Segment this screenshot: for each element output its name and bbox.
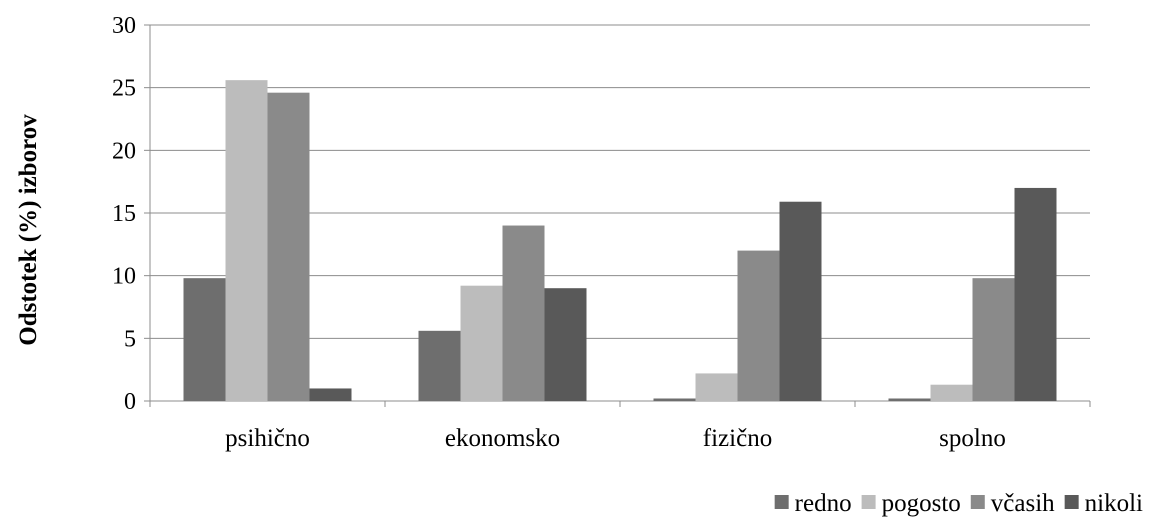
legend-swatch [1064, 495, 1079, 509]
bar-nikoli-spolno [1014, 187, 1057, 401]
bar-nikoli-ekonomsko [544, 288, 587, 401]
y-tick-label: 30 [112, 13, 136, 39]
legend-item-pogosto: pogosto [861, 490, 961, 517]
y-tick-label: 10 [112, 264, 136, 290]
legend: redno pogosto včasih nikoli [774, 490, 1143, 517]
y-tick-label: 25 [112, 76, 136, 102]
x-category-label: psihično [225, 425, 310, 452]
legend-label: nikoli [1085, 490, 1143, 517]
bar-pogosto-spolno [930, 384, 973, 401]
bar-redno-spolno [888, 398, 931, 401]
legend-item-redno: redno [774, 490, 852, 517]
bar-pogosto-ekonomsko [460, 285, 503, 401]
legend-swatch [774, 495, 789, 509]
legend-item-nikoli: nikoli [1064, 490, 1143, 517]
labels: 0 5 10 15 20 25 30 psihično ekonomsko fizično spol… [112, 13, 1006, 452]
x-category-label: fizično [703, 425, 772, 452]
bar-včasih-ekonomsko [502, 225, 545, 401]
x-category-label: spolno [939, 425, 1006, 452]
bar-nikoli-psihično [309, 388, 352, 401]
x-category-label: ekonomsko [445, 425, 560, 452]
bar-pogosto-fizično [695, 373, 738, 401]
legend-swatch [970, 495, 985, 509]
legend-swatch [861, 495, 876, 509]
bar-nikoli-fizično [779, 201, 822, 401]
bar-redno-ekonomsko [418, 330, 461, 401]
y-tick-label: 0 [124, 389, 136, 415]
y-axis-title: Odstotek (%) izborov [15, 114, 42, 346]
y-tick-label: 5 [124, 326, 136, 352]
bar-včasih-fizično [737, 250, 780, 401]
bar-včasih-psihično [267, 92, 310, 402]
y-tick-label: 15 [112, 201, 136, 227]
legend-label: pogosto [882, 490, 961, 517]
legend-label: včasih [991, 490, 1055, 517]
bar-pogosto-psihično [225, 80, 268, 401]
legend-label: redno [795, 490, 852, 517]
bar-redno-fizično [653, 398, 696, 401]
bar-včasih-spolno [972, 278, 1015, 401]
bars [183, 80, 1057, 402]
y-tick-label: 20 [112, 138, 136, 164]
bar-redno-psihično [183, 278, 226, 401]
legend-item-včasih: včasih [970, 490, 1055, 517]
